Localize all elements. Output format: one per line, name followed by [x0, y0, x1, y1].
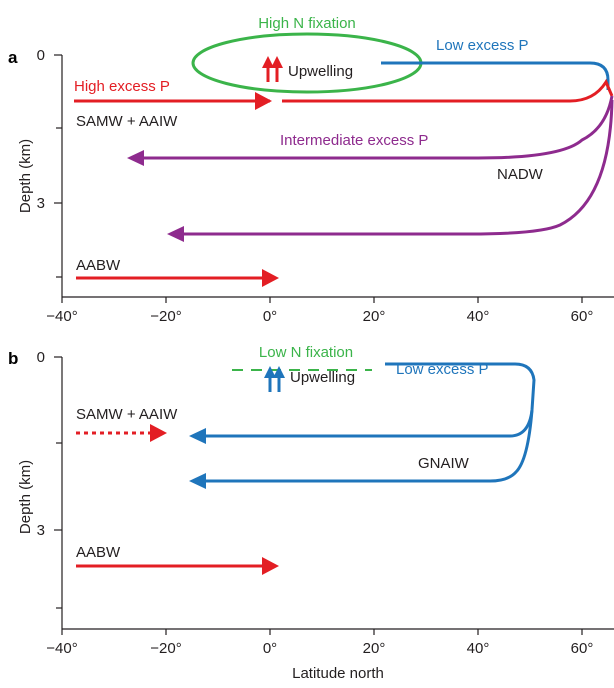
panel-a-deep-arrowhead	[167, 226, 184, 242]
panel-a-upwelling-label: Upwelling	[288, 63, 353, 80]
panel-a-y-axis-title: Depth (km)	[17, 139, 34, 213]
panel-a-nadw-label: NADW	[497, 166, 544, 183]
panel-a-letter: a	[8, 48, 18, 67]
panel-b-upwelling-label: Upwelling	[290, 369, 355, 386]
panel-b: b 0 3 Depth (km) −40° −20° 0° 20° 40° 60…	[8, 344, 614, 682]
panel-a-high-n-fixation-label: High N fixation	[258, 15, 356, 32]
panel-b-x-tick-label: 20°	[363, 640, 386, 657]
panel-b-x-tick-label: 60°	[571, 640, 594, 657]
panel-a-low-excess-p-label: Low excess P	[436, 37, 529, 54]
panel-b-low-n-fixation-label: Low N fixation	[259, 344, 353, 361]
panel-a-x-tick-label: 0°	[263, 308, 277, 325]
panel-b-y-tick-label: 3	[37, 522, 45, 539]
panel-a-red-return-flow	[282, 78, 614, 103]
panel-a-x-tick-label: −20°	[150, 308, 181, 325]
panel-a-upwelling-arrows	[262, 56, 283, 82]
panel-a-high-excess-p-label: High excess P	[74, 78, 170, 95]
panel-a-aabw-arrowhead	[262, 269, 279, 287]
panel-b-x-tick-label: 0°	[263, 640, 277, 657]
panel-a-aabw-label: AABW	[76, 257, 121, 274]
panel-b-x-tick-label: −20°	[150, 640, 181, 657]
panel-b-upwelling-arrowhead-left	[264, 366, 276, 378]
panel-a-samw-aaiw-label: SAMW + AAIW	[76, 113, 178, 130]
panel-b-gnaiw-upper-flow	[203, 362, 536, 438]
panel-b-upwelling-arrowhead-right	[273, 366, 285, 378]
panel-b-aabw-arrowhead	[262, 557, 279, 575]
panel-a-deep-purple-flow	[180, 99, 614, 236]
panel-b-upwelling-arrows	[264, 366, 285, 392]
panel-a-intermediate-arrowhead	[127, 150, 144, 166]
panel-a-upwelling-arrowhead-left	[262, 56, 274, 68]
panel-a-y-tick-label: 3	[37, 195, 45, 212]
panel-a-blue-surface-flow	[381, 61, 610, 90]
panel-a: a 0 3 Depth (km) −40° −20° 0° 20° 40° 60…	[8, 15, 614, 325]
panel-b-x-tick-label: −40°	[46, 640, 77, 657]
panel-b-gnaiw-lower-arrowhead	[189, 473, 206, 489]
panel-b-letter: b	[8, 349, 18, 368]
panel-a-x-tick-label: 20°	[363, 308, 386, 325]
panel-b-y-tick-label: 0	[37, 349, 45, 366]
panel-a-x-tick-label: 40°	[467, 308, 490, 325]
panel-a-intermediate-excess-p-label: Intermediate excess P	[280, 132, 428, 149]
panel-b-gnaiw-lower-flow	[203, 409, 534, 483]
panel-b-samw-aaiw-label: SAMW + AAIW	[76, 406, 178, 423]
panel-a-upwelling-arrowhead-right	[271, 56, 283, 68]
panel-a-x-tick-label: 60°	[571, 308, 594, 325]
panel-b-y-axis-title: Depth (km)	[17, 460, 34, 534]
panel-b-gnaiw-upper-arrowhead	[189, 428, 206, 444]
panel-b-x-axis-title: Latitude north	[292, 665, 384, 682]
panel-b-x-tick-label: 40°	[467, 640, 490, 657]
panel-a-intermediate-purple-flow	[140, 95, 614, 160]
panel-a-x-tick-label: −40°	[46, 308, 77, 325]
panel-b-aabw-label: AABW	[76, 544, 121, 561]
panel-b-gnaiw-label: GNAIW	[418, 455, 470, 472]
panel-b-samw-arrowhead	[150, 424, 167, 442]
panel-a-high-excess-p-arrowhead	[255, 92, 272, 110]
panel-a-y-tick-label: 0	[37, 47, 45, 64]
